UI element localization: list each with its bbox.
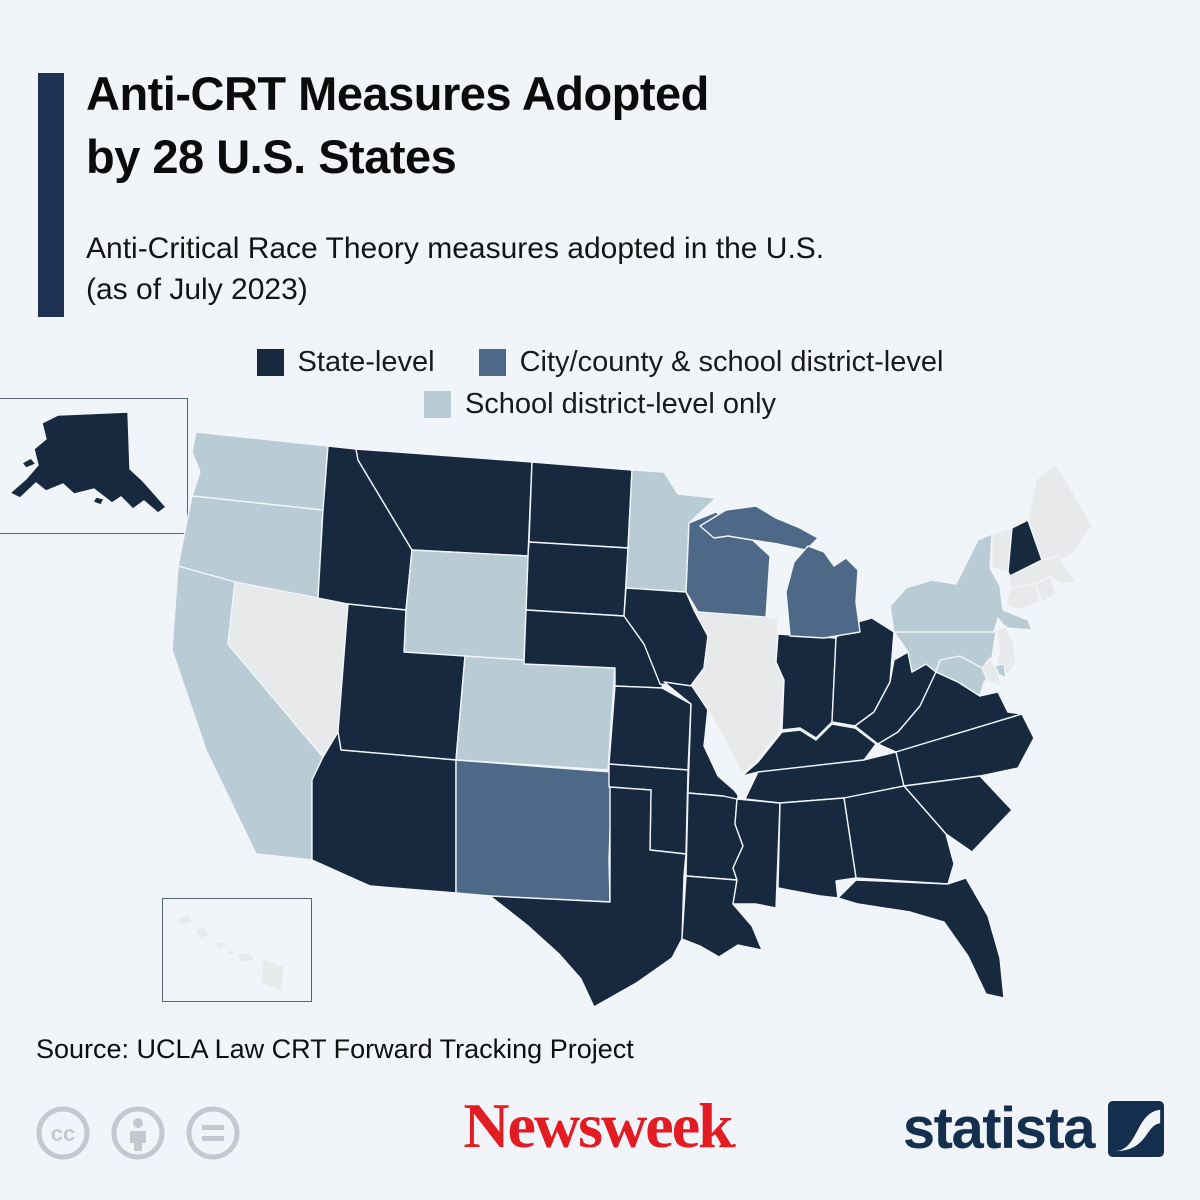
statista-logo: statista (903, 1100, 1164, 1158)
state-FL (837, 877, 1005, 999)
hawaii-inset (162, 898, 312, 1002)
newsweek-logo: Newsweek. (463, 1090, 737, 1161)
legend-swatch-state (256, 349, 284, 376)
chart-subtitle: Anti-Critical Race Theory measures adopt… (86, 232, 825, 307)
state-AL (777, 797, 857, 899)
legend-swatch-district (423, 391, 451, 418)
legend-item-district: School district-level only (423, 388, 777, 421)
statista-wordmark: statista (902, 1096, 1096, 1161)
svg-text:cc: cc (51, 1121, 75, 1146)
cc-icon: cc (36, 1106, 90, 1160)
state-HI (260, 958, 286, 992)
statista-icon (1108, 1101, 1164, 1157)
state-ND (528, 461, 633, 549)
state-MS (732, 798, 781, 909)
hawaii-map (176, 914, 286, 992)
state-NY (889, 533, 1033, 633)
state-RI (1035, 575, 1057, 603)
state-NM (455, 759, 613, 903)
state-HI (176, 914, 194, 927)
state-KS (608, 685, 692, 771)
state-HI (226, 949, 235, 956)
state-MI (785, 545, 861, 639)
legend-item-city: City/county & school district-level (478, 346, 944, 379)
state-TX (489, 786, 687, 1008)
state-IN (775, 633, 837, 739)
legend-swatch-city (478, 349, 506, 376)
legend-label: School district-level only (464, 388, 777, 420)
state-HI (214, 940, 227, 950)
state-CO (455, 655, 616, 771)
legend-label: State-level (297, 346, 435, 378)
state-DE (981, 657, 1002, 687)
legend: State-level City/county & school district… (0, 346, 1200, 421)
state-AK (9, 411, 167, 514)
legend-row-1: State-level City/county & school district… (256, 346, 944, 379)
alaska-island (21, 457, 37, 469)
legend-item-state: State-level (256, 346, 435, 379)
state-HI (236, 951, 256, 964)
cc-attribution-icon (111, 1106, 165, 1160)
state-MD (935, 655, 1007, 697)
legend-row-2: School district-level only (423, 388, 777, 421)
source-text: Source: UCLA Law CRT Forward Tracking Pr… (36, 1034, 634, 1064)
alaska-map (9, 411, 167, 514)
title-accent-bar (38, 73, 64, 317)
state-HI (194, 926, 211, 940)
state-CT (1005, 583, 1041, 611)
alaska-inset (0, 398, 188, 534)
legend-label: City/county & school district-level (519, 346, 944, 378)
state-MI (699, 505, 819, 551)
us-map (160, 420, 1120, 1020)
state-WY (403, 549, 529, 663)
cc-license-icons: cc (36, 1106, 240, 1160)
page-title: Anti-CRT Measures Adopted by 28 U.S. Stat… (86, 67, 709, 184)
state-SD (525, 541, 629, 617)
cc-nd-icon (186, 1106, 240, 1160)
alaska-island (92, 496, 105, 506)
